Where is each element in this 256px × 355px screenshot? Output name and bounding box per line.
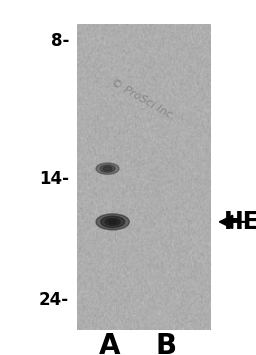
Ellipse shape [96, 214, 129, 230]
Text: A: A [99, 332, 121, 355]
Text: B: B [156, 332, 177, 355]
Text: 24-: 24- [39, 291, 69, 309]
Ellipse shape [101, 216, 125, 228]
Text: HES5: HES5 [224, 210, 256, 234]
Text: 8-: 8- [51, 32, 69, 50]
Ellipse shape [100, 165, 115, 172]
Text: 14-: 14- [39, 170, 69, 188]
Ellipse shape [105, 218, 120, 225]
Ellipse shape [109, 220, 117, 224]
Ellipse shape [96, 163, 119, 174]
Ellipse shape [103, 166, 112, 171]
Text: © ProSci Inc.: © ProSci Inc. [110, 77, 177, 122]
